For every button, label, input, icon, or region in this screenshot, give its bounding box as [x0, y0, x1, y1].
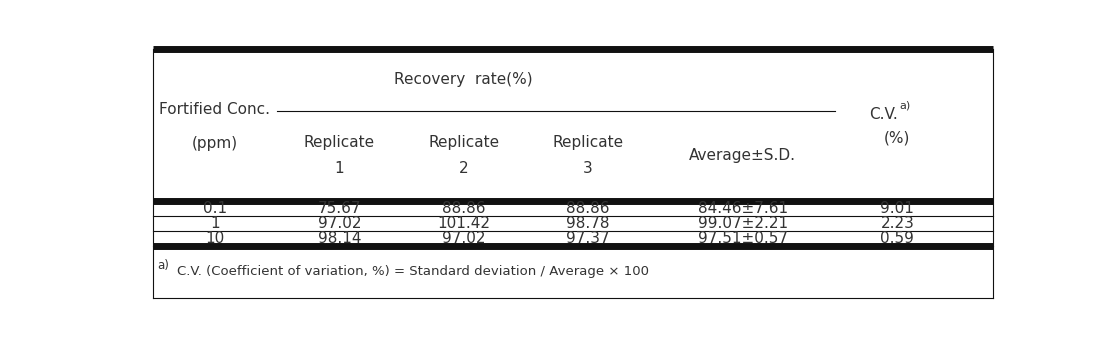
Text: 97.02: 97.02 — [318, 216, 361, 231]
Text: C.V.: C.V. — [869, 107, 898, 122]
Text: 1: 1 — [210, 216, 220, 231]
Text: Replicate: Replicate — [428, 135, 500, 150]
Text: 0.1: 0.1 — [202, 201, 227, 216]
Text: C.V. (Coefficient of variation, %) = Standard deviation / Average × 100: C.V. (Coefficient of variation, %) = Sta… — [177, 266, 650, 279]
Text: Replicate: Replicate — [552, 135, 624, 150]
Text: 2.23: 2.23 — [881, 216, 915, 231]
Text: 97.02: 97.02 — [442, 231, 485, 246]
Text: 101.42: 101.42 — [437, 216, 490, 231]
Text: 88.86: 88.86 — [442, 201, 485, 216]
Text: 9.01: 9.01 — [881, 201, 915, 216]
Text: (%): (%) — [884, 131, 910, 146]
Text: 3: 3 — [584, 161, 593, 176]
Text: (ppm): (ppm) — [192, 136, 238, 151]
Text: 84.46±7.61: 84.46±7.61 — [698, 201, 788, 216]
Text: 10: 10 — [206, 231, 225, 246]
Text: Average±S.D.: Average±S.D. — [690, 148, 796, 163]
Text: 0.59: 0.59 — [881, 231, 915, 246]
Text: Replicate: Replicate — [304, 135, 375, 150]
Text: 99.07±2.21: 99.07±2.21 — [698, 216, 788, 231]
Text: 2: 2 — [458, 161, 468, 176]
Text: 88.86: 88.86 — [567, 201, 609, 216]
Text: 1: 1 — [334, 161, 344, 176]
Text: Recovery  rate(%): Recovery rate(%) — [395, 72, 533, 87]
Text: a): a) — [157, 259, 169, 272]
Text: 98.78: 98.78 — [567, 216, 609, 231]
Text: 97.37: 97.37 — [567, 231, 610, 246]
Text: 97.51±0.57: 97.51±0.57 — [698, 231, 788, 246]
Text: Fortified Conc.: Fortified Conc. — [160, 102, 271, 117]
Text: 98.14: 98.14 — [318, 231, 361, 246]
Text: 75.67: 75.67 — [318, 201, 361, 216]
Text: a): a) — [899, 100, 910, 110]
